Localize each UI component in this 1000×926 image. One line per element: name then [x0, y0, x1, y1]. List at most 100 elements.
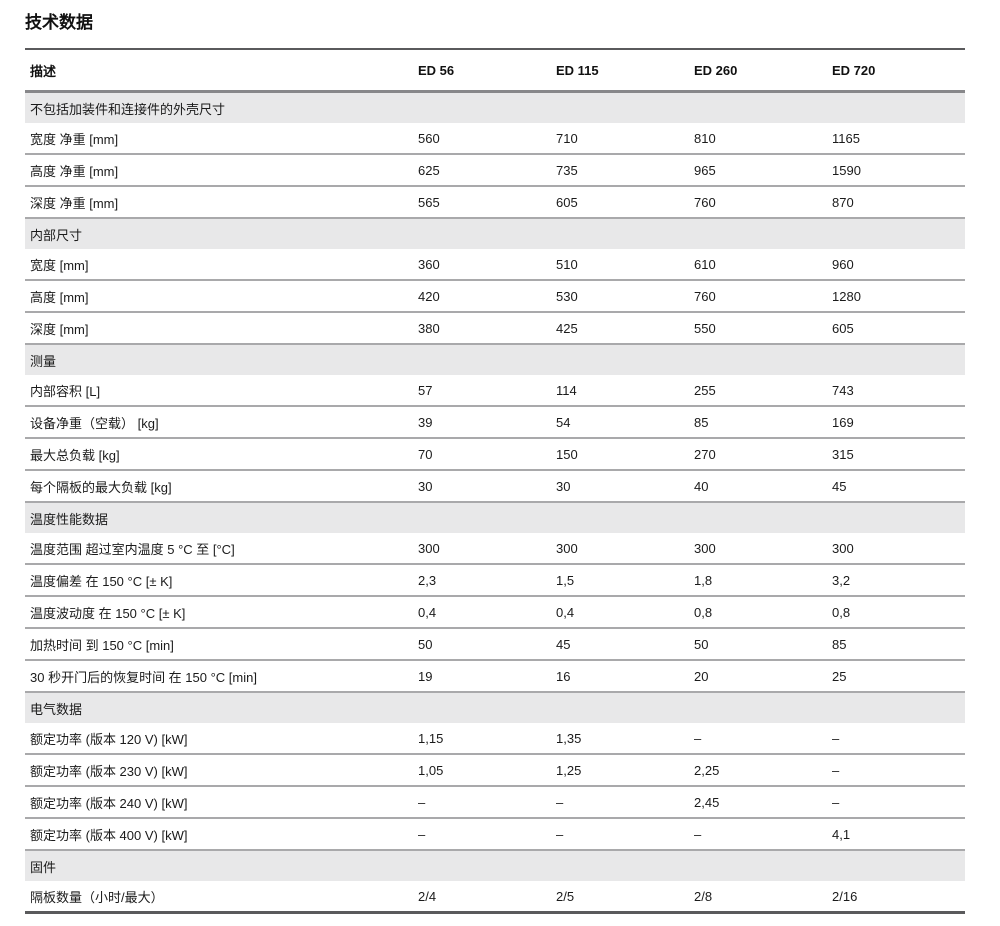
row-label: 宽度 净重 [mm] [25, 123, 413, 155]
cell-value: 2/8 [689, 881, 827, 913]
cell-value: 965 [689, 154, 827, 187]
cell-value: 2/5 [551, 881, 689, 913]
table-row: 宽度 [mm] 360 510 610 960 [25, 249, 965, 281]
cell-value: 0,4 [551, 596, 689, 629]
cell-value: 1,8 [689, 564, 827, 597]
table-row: 温度波动度 在 150 °C [± K] 0,4 0,4 0,8 0,8 [25, 596, 965, 629]
cell-value: 169 [827, 406, 965, 439]
cell-value: 150 [551, 438, 689, 471]
cell-value: 4,1 [827, 818, 965, 851]
cell-value: 3,2 [827, 564, 965, 597]
section-header-row: 测量 [25, 344, 965, 375]
cell-value: – [689, 723, 827, 755]
table-row: 设备净重（空载） [kg] 39 54 85 169 [25, 406, 965, 439]
cell-value: 870 [827, 186, 965, 219]
cell-value: 85 [689, 406, 827, 439]
section-header-row: 固件 [25, 850, 965, 881]
row-label: 宽度 [mm] [25, 249, 413, 281]
section-header-row: 电气数据 [25, 692, 965, 723]
cell-value: 300 [827, 533, 965, 565]
cell-value: 760 [689, 280, 827, 313]
cell-value: 70 [413, 438, 551, 471]
column-header-model: ED 260 [689, 49, 827, 93]
cell-value: 1165 [827, 123, 965, 155]
column-header-description: 描述 [25, 49, 413, 93]
cell-value: 743 [827, 375, 965, 407]
cell-value: 50 [413, 628, 551, 661]
cell-value: – [551, 818, 689, 851]
cell-value: 16 [551, 660, 689, 693]
cell-value: 960 [827, 249, 965, 281]
table-row: 宽度 净重 [mm] 560 710 810 1165 [25, 123, 965, 155]
cell-value: 760 [689, 186, 827, 219]
row-label: 每个隔板的最大负载 [kg] [25, 470, 413, 503]
row-label: 温度偏差 在 150 °C [± K] [25, 564, 413, 597]
cell-value: 54 [551, 406, 689, 439]
cell-value: 57 [413, 375, 551, 407]
cell-value: 0,4 [413, 596, 551, 629]
row-label: 额定功率 (版本 120 V) [kW] [25, 723, 413, 755]
table-row: 最大总负载 [kg] 70 150 270 315 [25, 438, 965, 471]
cell-value: 30 [551, 470, 689, 503]
cell-value: 300 [413, 533, 551, 565]
cell-value: – [413, 818, 551, 851]
cell-value: 605 [551, 186, 689, 219]
cell-value: 425 [551, 312, 689, 345]
row-label: 温度范围 超过室内温度 5 °C 至 [°C] [25, 533, 413, 565]
cell-value: 0,8 [689, 596, 827, 629]
cell-value: 2/16 [827, 881, 965, 913]
cell-value: 2,25 [689, 754, 827, 787]
cell-value: – [689, 818, 827, 851]
cell-value: – [827, 786, 965, 819]
cell-value: 1,05 [413, 754, 551, 787]
cell-value: 1,35 [551, 723, 689, 755]
column-header-model: ED 115 [551, 49, 689, 93]
table-row: 额定功率 (版本 240 V) [kW] – –2,45– [25, 786, 965, 819]
section-header-label: 电气数据 [25, 692, 965, 723]
row-label: 温度波动度 在 150 °C [± K] [25, 596, 413, 629]
section-header-label: 不包括加装件和连接件的外壳尺寸 [25, 91, 965, 123]
cell-value: 610 [689, 249, 827, 281]
section-header-label: 固件 [25, 850, 965, 881]
row-label: 隔板数量（小时/最大） [25, 881, 413, 913]
table-row: 深度 [mm] 380 425 550 605 [25, 312, 965, 345]
table-row: 高度 净重 [mm] 625 735 965 1590 [25, 154, 965, 187]
cell-value: 810 [689, 123, 827, 155]
table-row: 额定功率 (版本 230 V) [kW] 1,05 1,25 2,25– [25, 754, 965, 787]
column-header-model: ED 56 [413, 49, 551, 93]
cell-value: 1280 [827, 280, 965, 313]
cell-value: 2/4 [413, 881, 551, 913]
row-label: 最大总负载 [kg] [25, 438, 413, 471]
cell-value: – [827, 754, 965, 787]
cell-value: 530 [551, 280, 689, 313]
cell-value: 300 [689, 533, 827, 565]
table-row: 额定功率 (版本 400 V) [kW] – – –4,1 [25, 818, 965, 851]
cell-value: 1590 [827, 154, 965, 187]
cell-value: 2,3 [413, 564, 551, 597]
row-label: 额定功率 (版本 240 V) [kW] [25, 786, 413, 819]
cell-value: 114 [551, 375, 689, 407]
cell-value: 45 [551, 628, 689, 661]
table-row: 加热时间 到 150 °C [min] 50 45 50 85 [25, 628, 965, 661]
cell-value: 360 [413, 249, 551, 281]
cell-value: 19 [413, 660, 551, 693]
table-row: 高度 [mm] 420 530 760 1280 [25, 280, 965, 313]
page-title: 技术数据 [25, 13, 93, 32]
row-label: 额定功率 (版本 230 V) [kW] [25, 754, 413, 787]
cell-value: 25 [827, 660, 965, 693]
cell-value: 85 [827, 628, 965, 661]
cell-value: 39 [413, 406, 551, 439]
cell-value: 50 [689, 628, 827, 661]
table-row: 每个隔板的最大负载 [kg] 30 30 40 45 [25, 470, 965, 503]
cell-value: – [413, 786, 551, 819]
row-label: 深度 净重 [mm] [25, 186, 413, 219]
section-header-row: 不包括加装件和连接件的外壳尺寸 [25, 91, 965, 123]
cell-value: 20 [689, 660, 827, 693]
cell-value: 45 [827, 470, 965, 503]
cell-value: 0,8 [827, 596, 965, 629]
row-label: 深度 [mm] [25, 312, 413, 345]
table-row: 温度偏差 在 150 °C [± K] 2,3 1,5 1,8 3,2 [25, 564, 965, 597]
section-header-label: 测量 [25, 344, 965, 375]
section-header-row: 内部尺寸 [25, 218, 965, 249]
